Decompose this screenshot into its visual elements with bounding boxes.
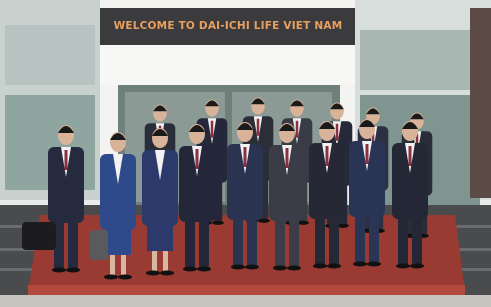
shoe	[183, 267, 197, 272]
tie	[65, 150, 68, 170]
leg	[247, 218, 257, 265]
shoe	[273, 266, 287, 271]
tie	[409, 146, 412, 166]
leg	[315, 217, 325, 264]
shoe	[104, 275, 118, 280]
leg	[329, 217, 339, 264]
leg	[289, 219, 299, 266]
leg	[121, 255, 126, 277]
tie	[336, 124, 339, 141]
shoe	[327, 264, 341, 269]
shoe	[146, 271, 160, 276]
leg	[412, 217, 422, 264]
shoe	[118, 275, 132, 280]
shoe	[245, 265, 259, 270]
leg	[199, 220, 209, 267]
shoe	[52, 268, 66, 273]
photo: WELCOME TO DAI-ICHI LIFE VIET NAM	[0, 0, 491, 307]
leg	[233, 218, 243, 265]
shoe	[313, 264, 327, 269]
shoe	[212, 221, 224, 225]
shoe	[160, 271, 174, 276]
leg	[355, 215, 365, 262]
shoe	[410, 264, 424, 269]
tie	[366, 144, 369, 164]
sign-text: WELCOME TO DAI-ICHI LIFE VIET NAM	[114, 20, 343, 32]
tie	[244, 147, 247, 167]
left-window	[5, 25, 95, 85]
shoe	[66, 268, 80, 273]
shoe	[396, 264, 410, 269]
leg	[110, 255, 115, 277]
handbag	[90, 230, 108, 260]
floor	[0, 295, 491, 307]
handbag	[22, 222, 56, 250]
tie	[196, 149, 199, 169]
leg	[152, 251, 157, 273]
shoe	[231, 265, 245, 270]
shoe	[287, 266, 301, 271]
leg	[275, 219, 285, 266]
tie	[286, 148, 289, 168]
shoe	[353, 262, 367, 267]
canopy	[100, 45, 355, 85]
shoe	[197, 267, 211, 272]
carpet-edge	[28, 285, 465, 295]
leg	[163, 251, 168, 273]
leg	[68, 221, 78, 268]
shoe	[367, 262, 381, 267]
leg	[398, 217, 408, 264]
tie	[326, 146, 329, 166]
leg	[185, 220, 195, 267]
leg	[369, 215, 379, 262]
right-window	[360, 30, 470, 90]
right-pillar	[470, 8, 491, 198]
tie	[296, 121, 299, 138]
tie	[211, 121, 214, 138]
tie	[257, 119, 260, 136]
